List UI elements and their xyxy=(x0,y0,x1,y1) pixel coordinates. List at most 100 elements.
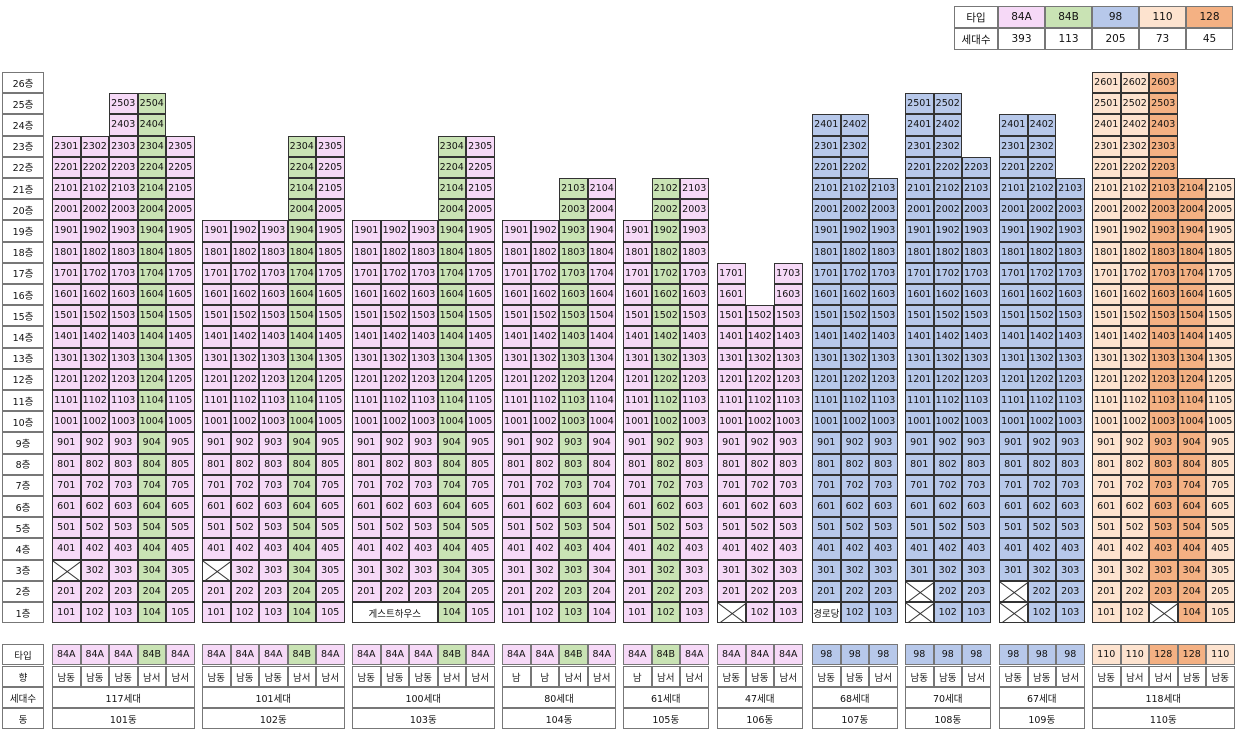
unit-cell[interactable]: 2002 xyxy=(1120,199,1149,221)
unit-cell[interactable]: 1102 xyxy=(80,390,109,412)
unit-cell[interactable]: 1903 xyxy=(869,220,898,242)
unit-cell[interactable]: 1102 xyxy=(230,390,259,412)
unit-cell[interactable]: 202 xyxy=(933,580,962,602)
unit-cell[interactable]: 2003 xyxy=(559,199,588,221)
unit-cell[interactable]: 502 xyxy=(651,517,680,539)
unit-cell[interactable]: 1501 xyxy=(905,305,934,327)
unit-cell[interactable]: 802 xyxy=(530,453,559,475)
unit-cell[interactable]: 301 xyxy=(812,559,841,581)
unit-cell[interactable]: 702 xyxy=(230,474,259,496)
unit-cell[interactable]: 802 xyxy=(1027,453,1056,475)
unit-cell[interactable]: 703 xyxy=(774,474,803,496)
unit-cell[interactable]: 1801 xyxy=(202,241,231,263)
unit-cell[interactable]: 901 xyxy=(1092,432,1121,454)
unit-cell[interactable]: 1403 xyxy=(774,326,803,348)
unit-cell[interactable]: 305 xyxy=(466,559,495,581)
unit-cell[interactable]: 602 xyxy=(1027,496,1056,518)
unit-cell[interactable]: 1001 xyxy=(52,411,81,433)
unit-cell[interactable]: 1004 xyxy=(1177,411,1206,433)
unit-cell[interactable]: 704 xyxy=(437,474,466,496)
unit-cell[interactable]: 1305 xyxy=(316,347,345,369)
unit-cell[interactable]: 1603 xyxy=(774,284,803,306)
unit-cell[interactable]: 1602 xyxy=(230,284,259,306)
unit-cell[interactable]: 2601 xyxy=(1092,72,1121,94)
unit-cell[interactable]: 1405 xyxy=(316,326,345,348)
unit-cell[interactable]: 701 xyxy=(999,474,1028,496)
unit-cell[interactable]: 1202 xyxy=(380,368,409,390)
unit-cell[interactable]: 604 xyxy=(137,496,166,518)
unit-cell[interactable]: 601 xyxy=(352,496,381,518)
unit-cell[interactable]: 1503 xyxy=(869,305,898,327)
unit-cell[interactable]: 103 xyxy=(962,602,991,624)
unit-cell[interactable]: 602 xyxy=(380,496,409,518)
unit-cell[interactable]: 1101 xyxy=(352,390,381,412)
unit-cell[interactable]: 205 xyxy=(466,580,495,602)
unit-cell[interactable]: 1305 xyxy=(166,347,195,369)
unit-cell[interactable]: 1302 xyxy=(80,347,109,369)
unit-cell[interactable]: 104 xyxy=(137,602,166,624)
unit-cell[interactable]: 602 xyxy=(230,496,259,518)
unit-cell[interactable]: 1002 xyxy=(840,411,869,433)
unit-cell[interactable]: 1501 xyxy=(999,305,1028,327)
unit-cell[interactable]: 602 xyxy=(933,496,962,518)
unit-cell[interactable]: 503 xyxy=(680,517,709,539)
unit-cell[interactable]: 2203 xyxy=(962,156,991,178)
unit-cell[interactable]: 1601 xyxy=(717,284,746,306)
unit-cell[interactable]: 1902 xyxy=(380,220,409,242)
unit-cell[interactable]: 803 xyxy=(1149,453,1178,475)
unit-cell[interactable]: 2105 xyxy=(1206,178,1235,200)
unit-cell[interactable]: 1802 xyxy=(840,241,869,263)
unit-cell[interactable]: 1502 xyxy=(745,305,774,327)
unit-cell[interactable]: 1704 xyxy=(287,262,316,284)
unit-cell[interactable]: 1902 xyxy=(1027,220,1056,242)
unit-cell[interactable]: 2102 xyxy=(1027,178,1056,200)
unit-cell[interactable]: 403 xyxy=(259,538,288,560)
unit-cell[interactable]: 1502 xyxy=(230,305,259,327)
unit-cell[interactable]: 1303 xyxy=(259,347,288,369)
unit-cell[interactable]: 1202 xyxy=(530,368,559,390)
unit-cell[interactable]: 2203 xyxy=(1149,156,1178,178)
unit-cell[interactable]: 2302 xyxy=(1120,135,1149,157)
unit-cell[interactable]: 2103 xyxy=(109,178,138,200)
unit-cell[interactable]: 1401 xyxy=(202,326,231,348)
unit-cell[interactable]: 1203 xyxy=(869,368,898,390)
unit-cell[interactable]: 2003 xyxy=(869,199,898,221)
unit-cell[interactable]: 2004 xyxy=(587,199,616,221)
unit-cell[interactable]: 601 xyxy=(1092,496,1121,518)
unit-cell[interactable]: 401 xyxy=(812,538,841,560)
unit-cell[interactable]: 1401 xyxy=(999,326,1028,348)
unit-cell[interactable]: 2003 xyxy=(1149,199,1178,221)
unit-cell[interactable]: 2202 xyxy=(933,156,962,178)
unit-cell[interactable]: 1003 xyxy=(259,411,288,433)
unit-cell[interactable]: 504 xyxy=(1177,517,1206,539)
unit-cell[interactable]: 103 xyxy=(1056,602,1085,624)
unit-cell[interactable]: 505 xyxy=(466,517,495,539)
unit-cell[interactable]: 501 xyxy=(717,517,746,539)
unit-cell[interactable]: 1304 xyxy=(1177,347,1206,369)
unit-cell[interactable]: 1603 xyxy=(109,284,138,306)
unit-cell[interactable]: 1401 xyxy=(812,326,841,348)
unit-cell[interactable]: 2205 xyxy=(316,156,345,178)
unit-cell[interactable]: 1501 xyxy=(352,305,381,327)
unit-cell[interactable]: 905 xyxy=(166,432,195,454)
unit-cell[interactable]: 805 xyxy=(316,453,345,475)
unit-cell[interactable]: 803 xyxy=(109,453,138,475)
unit-cell[interactable]: 503 xyxy=(259,517,288,539)
unit-cell[interactable]: 1703 xyxy=(680,262,709,284)
unit-cell[interactable]: 202 xyxy=(230,580,259,602)
unit-cell[interactable]: 1702 xyxy=(230,262,259,284)
unit-cell[interactable]: 1701 xyxy=(502,262,531,284)
unit-cell[interactable]: 1504 xyxy=(137,305,166,327)
unit-cell[interactable]: 901 xyxy=(999,432,1028,454)
unit-cell[interactable]: 702 xyxy=(933,474,962,496)
unit-cell[interactable]: 1203 xyxy=(559,368,588,390)
unit-cell[interactable]: 2003 xyxy=(109,199,138,221)
unit-cell[interactable]: 601 xyxy=(623,496,652,518)
unit-cell[interactable]: 705 xyxy=(466,474,495,496)
unit-cell[interactable]: 1402 xyxy=(840,326,869,348)
unit-cell[interactable]: 2002 xyxy=(933,199,962,221)
unit-cell[interactable]: 1503 xyxy=(680,305,709,327)
unit-cell[interactable]: 2304 xyxy=(437,135,466,157)
unit-cell[interactable]: 702 xyxy=(380,474,409,496)
unit-cell[interactable]: 2102 xyxy=(80,178,109,200)
